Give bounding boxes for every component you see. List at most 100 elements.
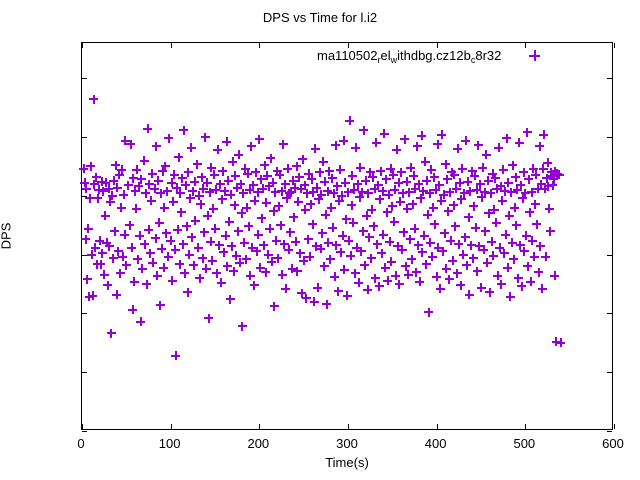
data-point: [354, 278, 364, 288]
data-point: [268, 178, 278, 188]
data-point: [367, 205, 377, 215]
data-point: [462, 260, 472, 270]
data-point: [217, 194, 227, 204]
data-point: [338, 231, 348, 241]
data-point: [176, 207, 186, 217]
data-point: [339, 265, 349, 275]
data-point: [195, 273, 205, 283]
data-point: [301, 293, 311, 303]
data-point: [135, 231, 145, 241]
data-point: [206, 163, 216, 173]
data-point: [456, 194, 466, 204]
data-point: [344, 236, 354, 246]
data-point: [501, 230, 511, 240]
data-point: [104, 184, 114, 194]
data-point: [249, 280, 259, 290]
legend-entry-label: ma110502relwithdbg.cz12bc8r32: [317, 48, 501, 65]
data-point: [152, 271, 162, 281]
data-point: [113, 246, 123, 256]
data-point: [222, 261, 232, 271]
data-point: [538, 164, 548, 174]
data-point: [535, 141, 545, 151]
data-point: [465, 186, 475, 196]
data-point: [216, 278, 226, 288]
data-point: [535, 241, 545, 251]
data-point: [404, 187, 414, 197]
x-axis-tick: [614, 43, 615, 48]
data-point: [550, 271, 560, 281]
data-point: [309, 297, 319, 307]
data-point: [190, 216, 200, 226]
data-point: [512, 185, 522, 195]
data-point: [498, 165, 508, 175]
data-point: [434, 180, 444, 190]
data-point: [320, 177, 330, 187]
data-point: [273, 253, 283, 263]
data-point: [192, 159, 202, 169]
data-point: [384, 190, 394, 200]
data-point: [492, 184, 502, 194]
data-point: [410, 224, 419, 234]
data-point: [340, 178, 350, 188]
data-point: [355, 192, 365, 202]
data-point: [389, 217, 399, 227]
data-point: [159, 263, 169, 273]
x-axis-tick: [259, 43, 261, 48]
data-point: [167, 178, 177, 188]
data-point: [506, 187, 516, 197]
data-point: [549, 174, 559, 184]
data-point: [514, 138, 524, 148]
data-point: [104, 241, 114, 251]
data-point: [181, 180, 191, 190]
data-point: [396, 167, 406, 177]
data-point: [484, 208, 494, 218]
data-point: [370, 184, 380, 194]
data-point: [502, 133, 512, 143]
data-point: [459, 188, 469, 198]
data-point: [486, 188, 496, 198]
data-point: [373, 180, 383, 190]
data-point: [291, 237, 301, 247]
data-point: [485, 287, 495, 297]
data-point: [356, 246, 366, 256]
data-point: [420, 157, 430, 167]
data-point: [472, 266, 482, 276]
data-point: [405, 234, 415, 244]
data-point: [111, 160, 121, 170]
data-point: [326, 203, 336, 213]
data-point: [193, 243, 203, 253]
data-point: [153, 176, 163, 186]
data-point: [231, 251, 241, 261]
data-point: [81, 184, 91, 194]
data-point: [428, 203, 438, 213]
data-point: [347, 200, 357, 210]
y-axis-tick: [607, 195, 612, 197]
data-point: [445, 187, 455, 197]
x-axis-tick: [82, 43, 83, 48]
data-point: [229, 266, 239, 276]
data-point: [332, 181, 342, 191]
data-point: [250, 196, 260, 206]
data-point: [230, 171, 240, 181]
data-point: [277, 186, 286, 196]
data-point: [197, 172, 207, 182]
data-point: [184, 250, 194, 260]
data-point: [154, 218, 164, 228]
data-point: [425, 238, 435, 248]
data-point: [542, 173, 552, 183]
data-point: [482, 258, 492, 268]
data-point: [164, 133, 174, 143]
legend-subscript: r: [377, 55, 381, 65]
x-axis-tick: [170, 424, 172, 429]
data-point: [123, 180, 133, 190]
data-point: [427, 252, 437, 262]
data-point: [476, 283, 486, 293]
data-point: [407, 254, 417, 264]
data-point: [523, 261, 533, 271]
data-point: [313, 283, 323, 293]
data-point: [127, 243, 137, 253]
data-point: [372, 239, 382, 249]
data-point: [209, 170, 219, 180]
data-point: [162, 186, 172, 196]
data-point: [142, 279, 152, 289]
